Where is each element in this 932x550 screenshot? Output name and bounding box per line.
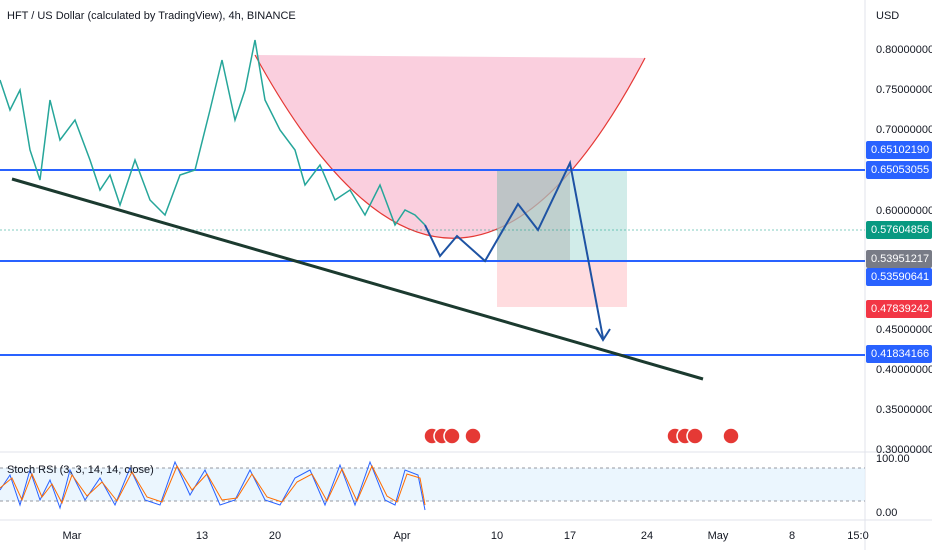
time-label: 15:0 [847,530,868,542]
header-title: HFT / US Dollar (calculated by TradingVi… [7,10,296,22]
rsi-k [0,460,426,511]
rsi-d [0,464,426,506]
price-label: 0.75000000 [876,84,932,96]
time-label: Apr [393,530,410,542]
price-badge [866,221,932,239]
rsi-axis-label: 100.00 [876,453,910,465]
projection-path [424,159,604,339]
price-label: 0.45000000 [876,324,932,336]
event-icon[interactable] [722,427,740,445]
time-label: 10 [491,530,503,542]
price-badge-label: 0.47839242 [871,303,929,315]
indicator-title: Stoch RSI (3, 3, 14, 14, close) [7,464,154,476]
rsi-axis-label: 0.00 [876,507,897,519]
price-label: 0.80000000 [876,44,932,56]
projection-arrow [595,327,611,342]
time-label: Mar [63,530,82,542]
price-label: 0.70000000 [876,124,932,136]
time-label: 24 [641,530,653,542]
price-badge-label: 0.41834166 [871,348,929,360]
event-icon[interactable] [686,427,704,445]
price-badge-label: 0.53590641 [871,271,929,283]
price-badge-label: 0.57604856 [871,224,929,236]
price-badge [866,161,932,179]
trend-line [11,177,704,381]
loss-zone [497,260,627,307]
rsi-band [0,468,865,501]
currency-label: USD [876,10,899,22]
event-icon[interactable] [464,427,482,445]
price-badge-label: 0.53951217 [871,253,929,265]
price-label: 0.30000000 [876,444,932,456]
profit-zone [497,170,627,260]
event-icons [423,427,740,445]
price-badge-label: 0.65102190 [871,144,929,156]
time-label: 13 [196,530,208,542]
price-badge [866,345,932,363]
time-label: May [708,530,729,542]
price-badge [866,250,932,268]
time-label: 8 [789,530,795,542]
time-label: 20 [269,530,281,542]
cup-curve [254,54,646,239]
price-label: 0.40000000 [876,364,932,376]
price-badge [866,141,932,159]
price-badge [866,268,932,286]
time-label: 17 [564,530,576,542]
filled-zone [497,170,570,260]
price-label: 0.35000000 [876,404,932,416]
price-label: 0.60000000 [876,205,932,217]
event-icon[interactable] [443,427,461,445]
price-badge [866,300,932,318]
price-series [0,39,426,227]
price-badge-label: 0.65053055 [871,164,929,176]
